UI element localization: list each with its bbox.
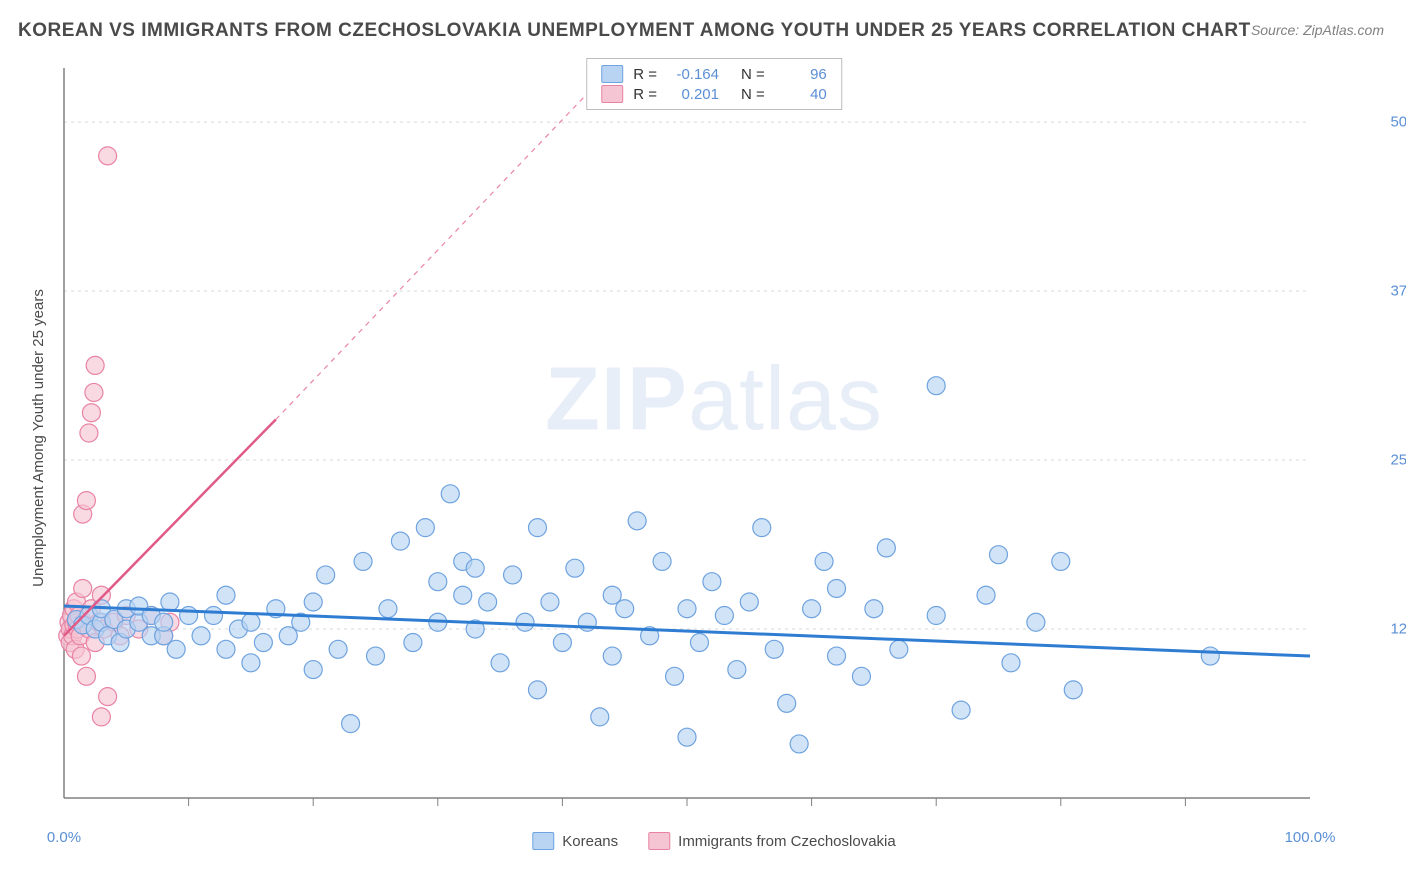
y-tick-label: 37.5% — [1390, 283, 1406, 300]
n-value-1: 40 — [775, 86, 827, 103]
r-value-1: 0.201 — [667, 86, 719, 103]
y-tick-label: 12.5% — [1390, 621, 1406, 638]
source-attribution: Source: ZipAtlas.com — [1251, 22, 1384, 38]
n-label: N = — [741, 66, 765, 83]
series-label-1: Immigrants from Czechoslovakia — [678, 833, 896, 850]
swatch-series-0 — [601, 65, 623, 83]
y-tick-label: 25.0% — [1390, 452, 1406, 469]
legend-stats-row-1: R = 0.201 N = 40 — [601, 85, 827, 103]
legend-stats-row-0: R = -0.164 N = 96 — [601, 65, 827, 83]
swatch-series-1 — [648, 832, 670, 850]
legend-series: Koreans Immigrants from Czechoslovakia — [532, 832, 895, 850]
y-axis-label: Unemployment Among Youth under 25 years — [30, 289, 47, 587]
r-value-0: -0.164 — [667, 66, 719, 83]
r-label: R = — [633, 66, 657, 83]
n-label: N = — [741, 86, 765, 103]
chart-area: Unemployment Among Youth under 25 years … — [50, 58, 1378, 818]
series-label-0: Koreans — [562, 833, 618, 850]
x-tick-label: 0.0% — [47, 829, 81, 846]
swatch-series-0 — [532, 832, 554, 850]
n-value-0: 96 — [775, 66, 827, 83]
chart-title: KOREAN VS IMMIGRANTS FROM CZECHOSLOVAKIA… — [18, 20, 1251, 42]
legend-item-0: Koreans — [532, 832, 618, 850]
y-tick-label: 50.0% — [1390, 114, 1406, 131]
legend-item-1: Immigrants from Czechoslovakia — [648, 832, 896, 850]
x-tick-label: 100.0% — [1285, 829, 1336, 846]
legend-stats: R = -0.164 N = 96 R = 0.201 N = 40 — [586, 58, 842, 110]
swatch-series-1 — [601, 85, 623, 103]
r-label: R = — [633, 86, 657, 103]
scatter-plot — [50, 58, 1378, 818]
